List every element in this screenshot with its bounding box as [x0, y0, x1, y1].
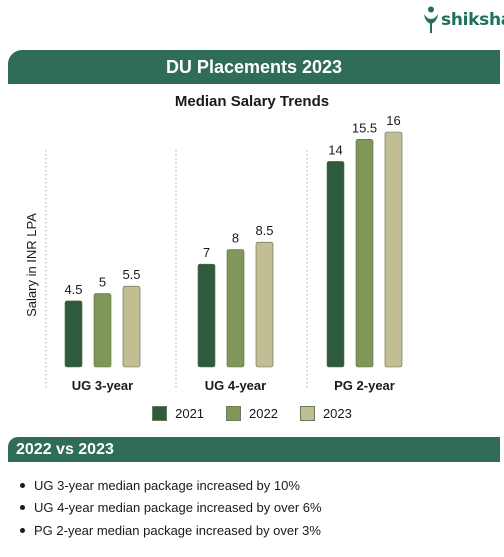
category-label: UG 4-year [205, 378, 266, 393]
category-label: UG 3-year [72, 378, 133, 393]
bar-2023 [255, 241, 274, 368]
legend-swatch [226, 406, 242, 421]
chart-legend: 2021 2022 2023 [0, 406, 504, 421]
bar-2021 [197, 263, 216, 368]
legend-label: 2021 [175, 406, 205, 421]
legend-label: 2023 [322, 406, 352, 421]
y-axis-label: Salary in INR LPA [24, 213, 39, 317]
legend-item: 2023 [299, 406, 352, 421]
bar-2022 [355, 139, 374, 368]
bullet-icon [20, 505, 25, 511]
brand-name: shiksha [441, 10, 504, 30]
data-label: 5 [99, 275, 106, 290]
legend-item: 2022 [226, 406, 278, 421]
data-label: 14 [328, 142, 342, 157]
bullet-icon [20, 482, 25, 488]
chart-title: Median Salary Trends [174, 93, 330, 110]
category-label: PG 2-year [334, 378, 395, 393]
brand-logo: shiksha [422, 6, 504, 34]
legend-swatch [299, 406, 315, 421]
legend-swatch [152, 406, 168, 421]
bar-2022 [93, 293, 112, 368]
comparison-point: UG 4-year median package increased by ov… [34, 500, 322, 516]
data-label: 8.5 [255, 223, 273, 238]
salary-bar-chart: Salary in INR LPA 4.5 5 5.5 UG 3-year 7 8 8.5 UG… [24, 113, 403, 393]
list-item: PG 2-year median package increased by ov… [20, 519, 322, 542]
comparison-list: UG 3-year median package increased by 10… [20, 474, 322, 542]
bar-2023 [122, 285, 141, 368]
data-label: 15.5 [352, 120, 377, 135]
comparison-title: 2022 vs 2023 [16, 440, 114, 458]
bar-2021 [326, 161, 345, 368]
data-label: 8 [232, 231, 239, 246]
comparison-point: UG 3-year median package increased by 10… [34, 477, 300, 493]
legend-label: 2022 [249, 406, 278, 421]
data-label: 5.5 [122, 267, 140, 282]
list-item: UG 4-year median package increased by ov… [20, 497, 322, 520]
bullet-icon [20, 527, 25, 533]
bar-2022 [226, 249, 245, 368]
page-title: DU Placements 2023 [165, 56, 343, 77]
data-label: 4.5 [64, 282, 82, 297]
data-label: 7 [203, 245, 210, 260]
list-item: UG 3-year median package increased by 10… [20, 474, 322, 497]
data-label: 16 [386, 113, 400, 128]
legend-item: 2021 [152, 406, 204, 421]
bar-2023 [384, 131, 403, 368]
comparison-point: PG 2-year median package increased by ov… [34, 522, 321, 538]
bar-2021 [64, 300, 83, 368]
shiksha-logo-icon [424, 6, 438, 33]
comparison-banner: 2022 vs 2023 [8, 437, 500, 462]
page-title-banner: DU Placements 2023 [8, 50, 500, 84]
